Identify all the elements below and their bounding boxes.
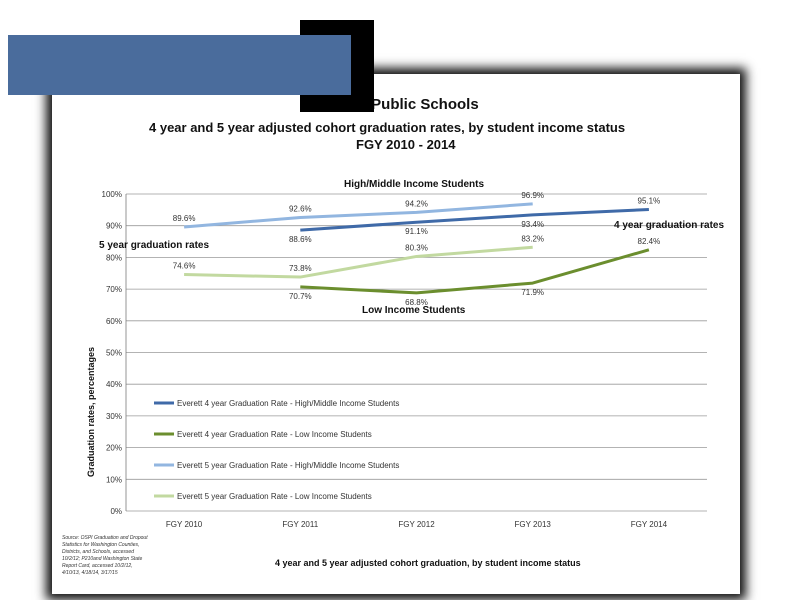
decorative-blue-banner bbox=[8, 35, 351, 95]
y-tick-label: 20% bbox=[106, 444, 122, 453]
x-axis-ticks: FGY 2010 FGY 2011 FGY 2012 FGY 2013 FGY 2014 bbox=[166, 520, 668, 529]
data-label: 91.1% bbox=[405, 227, 428, 236]
y-tick-label: 40% bbox=[106, 380, 122, 389]
data-label: 89.6% bbox=[173, 214, 196, 223]
y-tick-label: 30% bbox=[106, 412, 122, 421]
y-tick-label: 70% bbox=[106, 285, 122, 294]
data-label: 80.3% bbox=[405, 243, 428, 252]
data-label: 92.6% bbox=[289, 204, 312, 213]
source-line: 4/10/13, 4/18/14, 3/17/15 bbox=[62, 570, 118, 576]
chart-card bbox=[52, 74, 740, 594]
source-line: Districts, and Schools, accessed bbox=[62, 549, 134, 555]
annotation-low-income: Low Income Students bbox=[362, 305, 466, 316]
series-lines bbox=[183, 202, 650, 295]
chart-subtitle: 4 year and 5 year adjusted cohort gradua… bbox=[149, 120, 625, 135]
data-label: 96.9% bbox=[521, 191, 544, 200]
source-note: Source: OSPI Graduation and DropoutStati… bbox=[62, 535, 148, 576]
data-label: 83.2% bbox=[521, 234, 544, 243]
annotation-high-income: High/Middle Income Students bbox=[344, 179, 484, 190]
source-line: Report Card, accessed 10/2/12, bbox=[62, 563, 133, 569]
y-tick-label: 10% bbox=[106, 475, 122, 484]
data-label: 93.4% bbox=[521, 220, 544, 229]
y-tick-label: 60% bbox=[106, 317, 122, 326]
data-labels: 88.6% 91.1% 93.4% 95.1% 70.7% 68.8% 71.9% 82.4%… bbox=[173, 191, 660, 307]
data-label: 94.2% bbox=[405, 199, 428, 208]
series-line-3 bbox=[184, 245, 533, 279]
data-label: 88.6% bbox=[289, 235, 312, 244]
legend: Everett 4 year Graduation Rate - High/Mi… bbox=[154, 399, 399, 501]
legend-label: Everett 4 year Graduation Rate - Low Inc… bbox=[177, 430, 372, 439]
annotation-four-year: 4 year graduation rates bbox=[614, 220, 724, 231]
chart-subtitle-period: FGY 2010 - 2014 bbox=[356, 137, 456, 152]
x-tick-label: FGY 2014 bbox=[631, 520, 668, 529]
source-line: Statistics for Washington Counties, bbox=[62, 542, 139, 548]
legend-label: Everett 5 year Graduation Rate - High/Mi… bbox=[177, 461, 399, 470]
data-label: 74.6% bbox=[173, 262, 196, 271]
data-label: 73.8% bbox=[289, 264, 312, 273]
y-tick-label: 80% bbox=[106, 253, 122, 262]
data-label: 82.4% bbox=[638, 237, 661, 246]
annotation-five-year: 5 year graduation rates bbox=[99, 240, 209, 251]
y-axis-title: Graduation rates, percentages bbox=[86, 347, 96, 477]
y-tick-label: 90% bbox=[106, 222, 122, 231]
data-label: 70.7% bbox=[289, 292, 312, 301]
y-tick-label: 100% bbox=[102, 190, 122, 199]
x-tick-label: FGY 2010 bbox=[166, 520, 203, 529]
legend-label: Everett 4 year Graduation Rate - High/Mi… bbox=[177, 399, 399, 408]
x-axis-title: 4 year and 5 year adjusted cohort gradua… bbox=[275, 558, 581, 568]
legend-label: Everett 5 year Graduation Rate - Low Inc… bbox=[177, 492, 372, 501]
series-line-1 bbox=[300, 248, 650, 295]
line-chart: t Public Schools 4 year and 5 year adjus… bbox=[62, 96, 724, 576]
data-label: 71.9% bbox=[521, 288, 544, 297]
y-tick-label: 0% bbox=[110, 507, 122, 516]
data-label: 95.1% bbox=[638, 197, 661, 206]
source-line: 10/2/12; P210and Washington State bbox=[62, 556, 142, 562]
series-line-0 bbox=[300, 208, 649, 232]
x-tick-label: FGY 2012 bbox=[398, 520, 435, 529]
series-line-2 bbox=[183, 202, 533, 229]
chart-title: t Public Schools bbox=[362, 96, 479, 113]
source-line: Source: OSPI Graduation and Dropout bbox=[62, 535, 148, 541]
x-tick-label: FGY 2013 bbox=[515, 520, 552, 529]
x-tick-label: FGY 2011 bbox=[282, 520, 318, 529]
data-label: 68.8% bbox=[405, 298, 428, 307]
gridlines bbox=[125, 193, 707, 512]
y-tick-label: 50% bbox=[106, 349, 122, 358]
y-axis-ticks: 0% 10% 20% 30% 40% 50% 60% 70% 80% 90% 100% bbox=[102, 190, 122, 516]
